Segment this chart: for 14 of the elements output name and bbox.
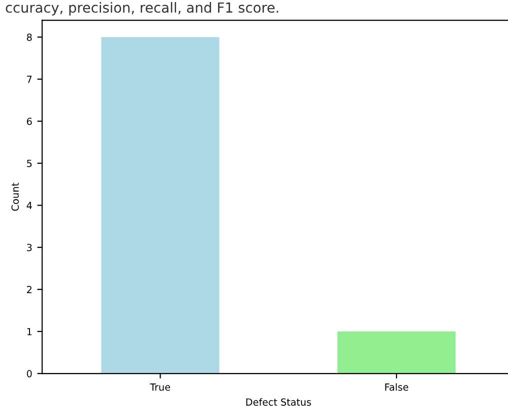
y-tick-label: 0 [26, 370, 32, 378]
x-tick-label: False [385, 383, 408, 391]
y-tick-label: 7 [27, 76, 32, 83]
y-tick-label: 4 [26, 202, 32, 210]
y-tick-label: 2 [26, 286, 32, 294]
y-tick-label: 5 [27, 160, 32, 168]
text: ccuracy, precision, recall, and F1 score. [6, 2, 278, 16]
x-axis-title: Defect Status [246, 398, 311, 406]
y-tick-label: 6 [26, 118, 32, 126]
y-axis-title: Count [11, 182, 19, 211]
y-tick-label: 3 [26, 244, 32, 252]
y-tick-label: 8 [26, 34, 32, 41]
y-tick-label: 1 [27, 328, 32, 336]
x-tick-label: True [150, 384, 170, 391]
